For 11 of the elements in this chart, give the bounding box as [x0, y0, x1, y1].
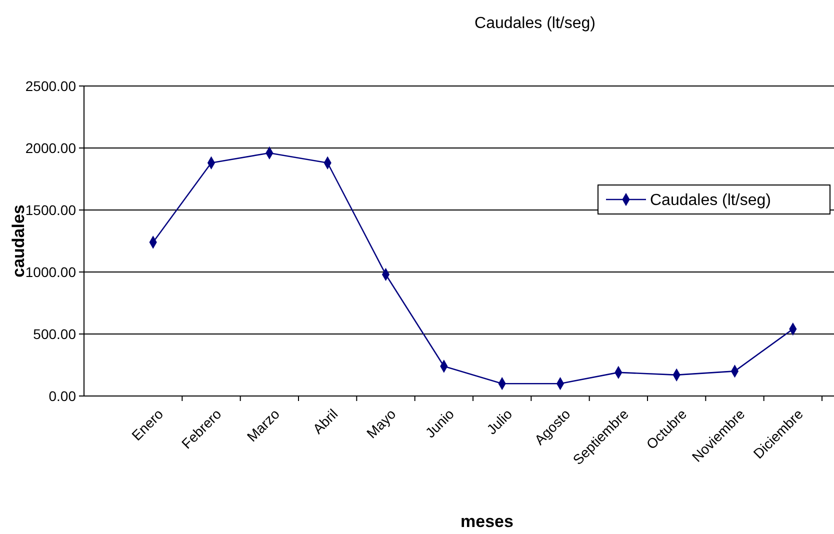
- y-tick-label: 1000.00: [25, 264, 76, 280]
- y-tick-label: 0.00: [48, 388, 76, 404]
- x-tick-label: Julio: [483, 406, 516, 438]
- y-tick-label: 2500.00: [25, 78, 76, 94]
- y-tick-label: 1500.00: [25, 202, 76, 218]
- y-tick-label: 500.00: [33, 326, 76, 342]
- y-axis-title: caudales: [9, 204, 28, 278]
- chart-title: Caudales (lt/seg): [474, 15, 596, 32]
- legend-label: Caudales (lt/seg): [650, 192, 771, 210]
- x-axis-title: meses: [460, 512, 514, 531]
- y-tick-label: 2000.00: [25, 140, 76, 156]
